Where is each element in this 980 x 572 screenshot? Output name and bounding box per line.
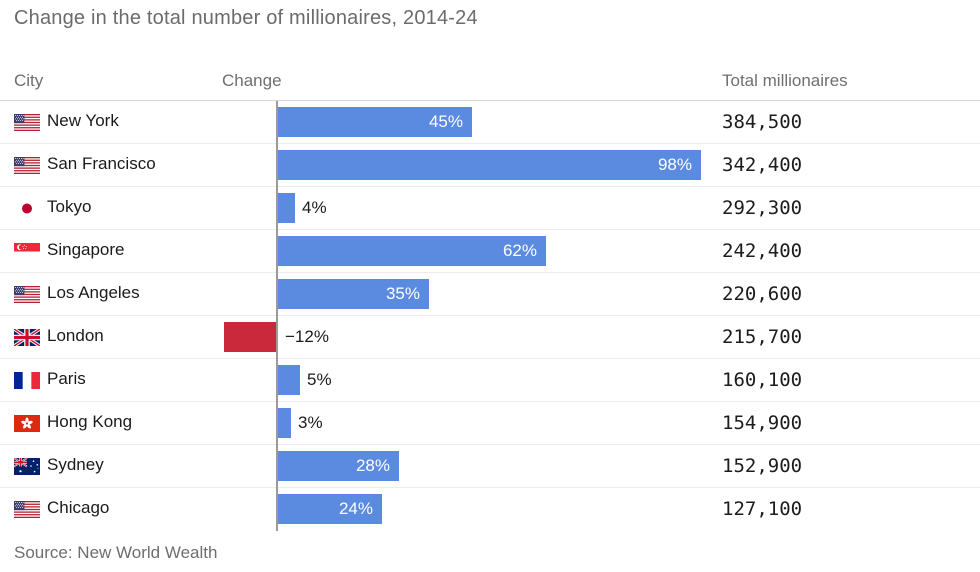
flag-us-icon — [14, 157, 40, 174]
change-bar — [278, 365, 300, 395]
total-millionaires-value: 160,100 — [722, 369, 803, 391]
table-row: Chicago 24% 127,100 — [0, 488, 980, 531]
chart-title: Change in the total number of millionair… — [14, 7, 478, 29]
change-bar: 98% — [278, 150, 701, 180]
axis-baseline — [276, 101, 278, 531]
table-row: Tokyo 4% 292,300 — [0, 187, 980, 230]
change-value-label: 98% — [657, 155, 692, 174]
total-millionaires-value: 384,500 — [722, 111, 803, 133]
city-label: New York — [47, 111, 119, 130]
flag-us-icon — [14, 286, 40, 303]
change-bar — [278, 408, 291, 438]
table-header: City Change Total millionaires — [0, 71, 980, 93]
flag-gb-icon — [14, 329, 40, 346]
table-row: Paris 5% 160,100 — [0, 359, 980, 402]
change-value-label: 45% — [428, 112, 463, 131]
total-millionaires-value: 127,100 — [722, 498, 803, 520]
change-bar: 62% — [278, 236, 546, 266]
table-row: London −12% 215,700 — [0, 316, 980, 359]
total-millionaires-value: 152,900 — [722, 455, 803, 477]
city-label: Hong Kong — [47, 412, 133, 431]
change-value-label: 24% — [338, 499, 373, 518]
total-millionaires-value: 215,700 — [722, 326, 803, 348]
flag-jp-icon — [14, 200, 40, 217]
column-header-total: Total millionaires — [722, 71, 848, 90]
change-value-label-outside: 5% — [307, 370, 332, 389]
change-value-label-outside: −12% — [285, 327, 329, 346]
table-body: New York 45% 384,500 San Francisco 98% 3… — [0, 101, 980, 531]
table-row: Singapore 62% 242,400 — [0, 230, 980, 273]
flag-us-icon — [14, 501, 40, 518]
city-label: Sydney — [47, 455, 104, 474]
city-label: Chicago — [47, 498, 110, 517]
city-label: Tokyo — [47, 197, 92, 216]
change-bar — [278, 193, 295, 223]
flag-us-icon — [14, 114, 40, 131]
table-row: Los Angeles 35% 220,600 — [0, 273, 980, 316]
flag-sg-icon — [14, 243, 40, 260]
city-label: San Francisco — [47, 154, 156, 173]
total-millionaires-value: 292,300 — [722, 197, 803, 219]
change-value-label: 28% — [355, 456, 390, 475]
change-bar: 35% — [278, 279, 429, 309]
city-label: Singapore — [47, 240, 125, 259]
city-label: Los Angeles — [47, 283, 140, 302]
change-bar — [224, 322, 276, 352]
city-label: Paris — [47, 369, 86, 388]
flag-au-icon — [14, 458, 40, 475]
change-bar: 24% — [278, 494, 382, 524]
total-millionaires-value: 242,400 — [722, 240, 803, 262]
table-row: Hong Kong 3% 154,900 — [0, 402, 980, 445]
change-value-label: 62% — [502, 241, 537, 260]
source-note: Source: New World Wealth — [14, 543, 218, 562]
change-value-label-outside: 4% — [302, 198, 327, 217]
table-row: New York 45% 384,500 — [0, 101, 980, 144]
total-millionaires-value: 154,900 — [722, 412, 803, 434]
change-value-label: 35% — [385, 284, 420, 303]
column-header-city: City — [14, 71, 44, 90]
total-millionaires-value: 342,400 — [722, 154, 803, 176]
column-header-change: Change — [222, 71, 282, 90]
header-divider — [0, 100, 980, 101]
change-bar: 28% — [278, 451, 399, 481]
total-millionaires-value: 220,600 — [722, 283, 803, 305]
table-row: San Francisco 98% 342,400 — [0, 144, 980, 187]
table-row: Sydney 28% 152,900 — [0, 445, 980, 488]
flag-hk-icon — [14, 415, 40, 432]
flag-fr-icon — [14, 372, 40, 389]
city-label: London — [47, 326, 104, 345]
change-value-label-outside: 3% — [298, 413, 323, 432]
change-bar: 45% — [278, 107, 472, 137]
